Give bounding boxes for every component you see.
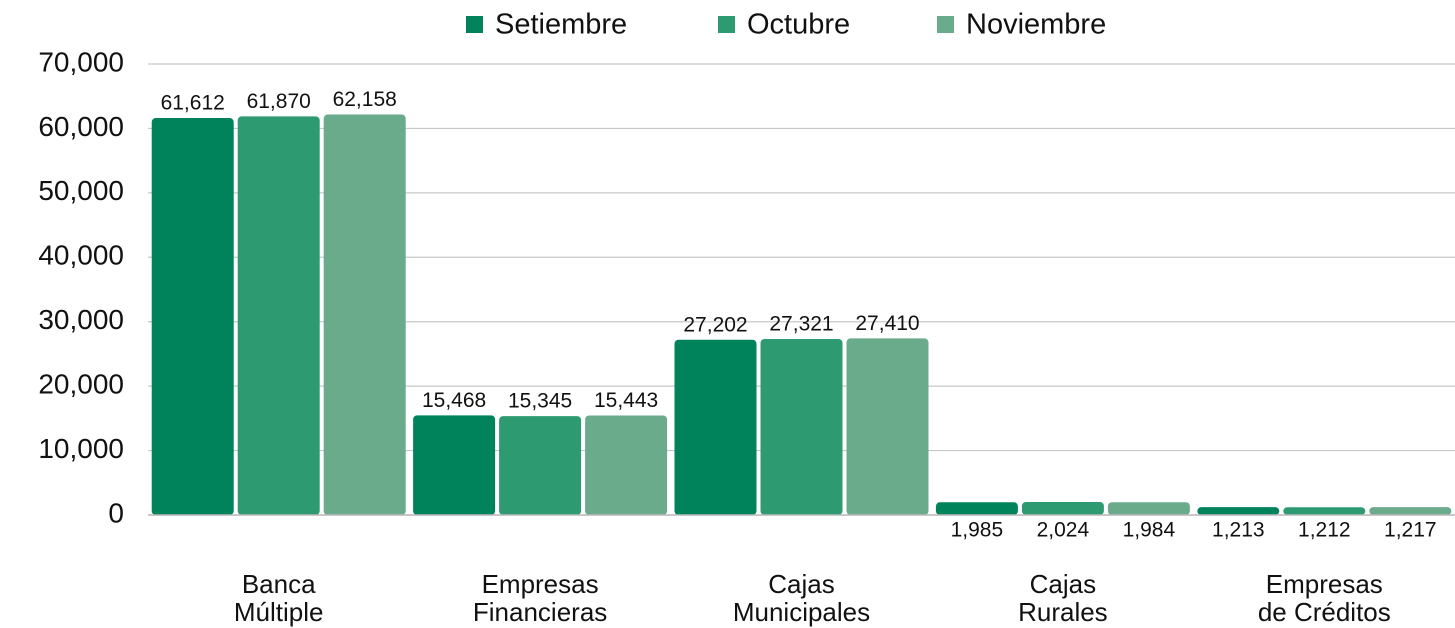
legend-swatch [937,16,954,33]
y-tick-label: 30,000 [38,304,124,335]
data-label: 61,612 [161,92,225,115]
y-tick-label: 10,000 [38,433,124,464]
bar [935,502,1018,515]
x-tick-line: Municipales [733,597,870,627]
y-tick-label: 20,000 [38,369,124,400]
x-tick-label: Cajas Municipales [733,569,870,627]
data-label: 27,321 [769,313,833,336]
x-tick-line: Rurales [1018,597,1108,627]
bar [760,338,843,515]
bar [674,339,757,515]
x-tick-line: Empresas [1266,569,1383,599]
data-label: 15,468 [422,389,486,412]
data-label: 27,410 [855,312,919,335]
x-tick-line: Cajas [1030,569,1096,599]
legend-swatch [466,16,483,33]
legend-label: Noviembre [966,9,1106,41]
y-tick-label: 0 [108,497,124,528]
data-label: 1,217 [1384,519,1437,542]
x-tick-line: Empresas [482,569,599,599]
x-tick-label: Empresas de Créditos [1258,569,1391,627]
x-tick-line: Cajas [768,569,834,599]
bar [323,114,406,515]
bar [499,416,582,515]
data-label: 1,213 [1212,519,1265,542]
bar [1283,507,1366,515]
bar [585,415,668,515]
bar [237,116,320,515]
data-label: 1,212 [1298,519,1351,542]
data-label: 15,345 [508,390,572,413]
legend-label: Setiembre [495,9,627,41]
y-tick-label: 60,000 [38,111,124,142]
bar [151,118,234,515]
x-tick-label: Banca Múltiple [234,569,324,627]
bar [1369,507,1452,515]
bar [846,338,929,515]
x-tick-line: Financieras [473,597,607,627]
data-label: 62,158 [333,88,397,111]
bar [1197,507,1280,515]
x-tick-label: Cajas Rurales [1018,569,1108,627]
data-label: 2,024 [1037,519,1090,542]
x-tick-line: de Créditos [1258,597,1391,627]
data-label: 1,984 [1123,519,1176,542]
data-label: 61,870 [247,90,311,113]
data-label: 15,443 [594,389,658,412]
bar [413,415,496,515]
data-label: 1,985 [951,519,1004,542]
y-tick-label: 50,000 [38,175,124,206]
y-tick-label: 40,000 [38,240,124,271]
y-tick-label: 70,000 [38,46,124,77]
data-label: 27,202 [683,313,747,336]
bar [1021,501,1104,515]
legend-label: Octubre [747,9,850,41]
x-tick-line: Múltiple [234,597,324,627]
x-tick-label: Empresas Financieras [473,569,607,627]
x-tick-line: Banca [242,569,316,599]
legend-swatch [718,16,735,33]
bar [1107,502,1190,515]
